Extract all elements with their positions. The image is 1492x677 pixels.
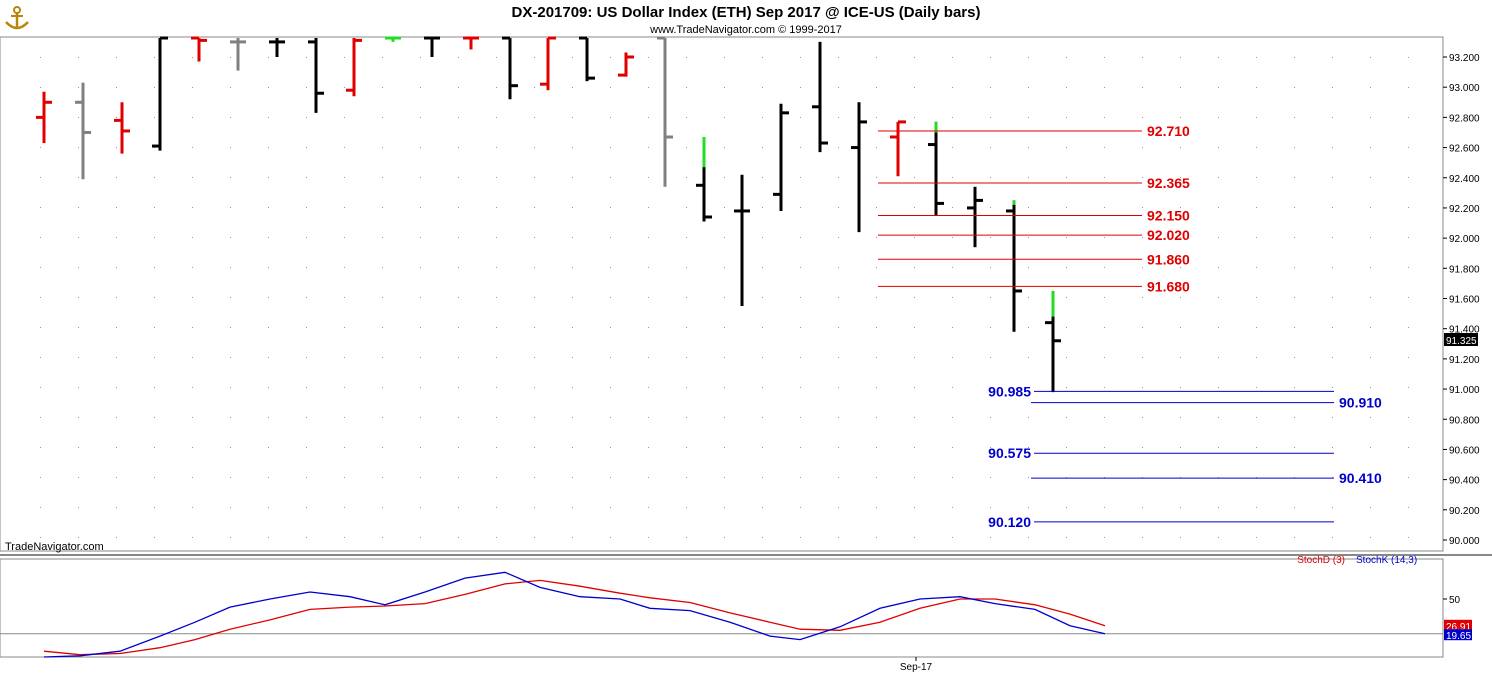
price-panel-frame bbox=[0, 36, 1444, 552]
price-bar bbox=[269, 38, 285, 57]
time-axis: Sep-17 bbox=[900, 657, 933, 673]
legend-stoch-k: StochK (14,3) bbox=[1356, 555, 1417, 566]
price-bar bbox=[308, 38, 324, 113]
price-level: 90.120 bbox=[988, 514, 1334, 530]
anchor-logo-icon bbox=[5, 6, 29, 30]
grid-dots bbox=[40, 57, 1409, 538]
watermark: TradeNavigator.com bbox=[5, 541, 104, 553]
price-bar bbox=[463, 36, 479, 50]
price-level: 90.985 bbox=[988, 383, 1334, 399]
price-level-label: 90.910 bbox=[1339, 395, 1382, 411]
price-bar bbox=[114, 102, 130, 154]
price-bar bbox=[618, 52, 634, 77]
price-level-label: 92.020 bbox=[1147, 227, 1190, 243]
price-level-label: 90.985 bbox=[988, 383, 1031, 399]
price-tick-label: 92.400 bbox=[1449, 174, 1480, 185]
price-bar bbox=[928, 121, 944, 216]
price-level-label: 90.575 bbox=[988, 445, 1031, 461]
price-tick-label: 92.800 bbox=[1449, 113, 1480, 124]
price-bar bbox=[191, 36, 207, 62]
price-bar bbox=[1006, 200, 1022, 332]
price-tick-label: 91.000 bbox=[1449, 385, 1480, 396]
price-tick-label: 92.200 bbox=[1449, 204, 1480, 215]
price-bar bbox=[773, 103, 789, 211]
stoch-d-last-value: 26.91 bbox=[1446, 622, 1471, 633]
stoch-panel-frame bbox=[0, 558, 1444, 658]
price-bar bbox=[579, 36, 595, 82]
price-bar bbox=[657, 36, 673, 187]
price-tick-label: 91.800 bbox=[1449, 264, 1480, 275]
price-level: 90.575 bbox=[988, 445, 1334, 461]
price-level: 91.680 bbox=[878, 278, 1190, 294]
price-level-label: 91.680 bbox=[1147, 278, 1190, 294]
last-price-label: 91.325 bbox=[1446, 336, 1477, 347]
price-level-label: 91.860 bbox=[1147, 251, 1190, 267]
price-level: 92.365 bbox=[878, 175, 1190, 191]
price-tick-label: 90.400 bbox=[1449, 476, 1480, 487]
price-level: 91.860 bbox=[878, 251, 1190, 267]
price-level-label: 92.365 bbox=[1147, 175, 1190, 191]
price-tick-label: 90.200 bbox=[1449, 506, 1480, 517]
legend-stoch-d: StochD (3) bbox=[1297, 555, 1345, 566]
price-bar bbox=[502, 36, 518, 100]
price-level: 92.020 bbox=[878, 227, 1190, 243]
stoch-series-line bbox=[43, 571, 1106, 658]
price-level-label: 92.150 bbox=[1147, 207, 1190, 223]
price-tick-label: 90.600 bbox=[1449, 445, 1480, 456]
price-level-label: 90.410 bbox=[1339, 470, 1382, 486]
price-bar bbox=[890, 120, 906, 177]
price-tick-label: 91.200 bbox=[1449, 355, 1480, 366]
price-bar bbox=[540, 36, 556, 91]
price-tick-label: 91.600 bbox=[1449, 295, 1480, 306]
price-tick-label: 92.000 bbox=[1449, 234, 1480, 245]
last-price-marker: 91.325 bbox=[1444, 333, 1478, 347]
price-tick-label: 93.000 bbox=[1449, 83, 1480, 94]
price-level: 90.910 bbox=[1031, 395, 1382, 411]
stoch-series-line bbox=[43, 579, 1106, 656]
price-tick-label: 90.000 bbox=[1449, 536, 1480, 547]
price-tick-label: 92.600 bbox=[1449, 144, 1480, 155]
stoch-tick-label: 50 bbox=[1449, 595, 1461, 606]
price-level-label: 90.120 bbox=[988, 514, 1031, 530]
price-levels: 92.710 92.365 92.150 92.020 91.860 91.680 90.9… bbox=[878, 123, 1382, 530]
price-bar bbox=[734, 174, 750, 307]
price-level: 90.410 bbox=[1031, 470, 1382, 486]
price-bar bbox=[812, 41, 828, 153]
price-bar bbox=[346, 38, 362, 97]
price-bar bbox=[36, 91, 52, 144]
price-tick-label: 91.400 bbox=[1449, 325, 1480, 336]
price-level: 92.710 bbox=[878, 123, 1190, 139]
chart-subtitle: www.TradeNavigator.com © 1999-2017 bbox=[649, 24, 842, 36]
chart-title: DX-201709: US Dollar Index (ETH) Sep 201… bbox=[512, 4, 981, 21]
price-axis: 93.200 93.000 92.800 92.600 92.400 92.200 92.0… bbox=[1443, 53, 1480, 547]
price-bars bbox=[36, 36, 1061, 393]
price-bar bbox=[75, 82, 91, 180]
price-bar bbox=[967, 186, 983, 248]
price-bar bbox=[385, 36, 401, 42]
price-level: 92.150 bbox=[878, 207, 1190, 223]
price-bar bbox=[424, 36, 440, 57]
stoch-k-last-value: 19.65 bbox=[1446, 631, 1471, 642]
time-tick-label: Sep-17 bbox=[900, 662, 933, 673]
price-tick-label: 90.800 bbox=[1449, 415, 1480, 426]
price-bar bbox=[851, 102, 867, 233]
price-bar bbox=[152, 36, 168, 151]
price-bar bbox=[230, 38, 246, 71]
price-level-label: 92.710 bbox=[1147, 123, 1190, 139]
price-tick-label: 93.200 bbox=[1449, 53, 1480, 64]
